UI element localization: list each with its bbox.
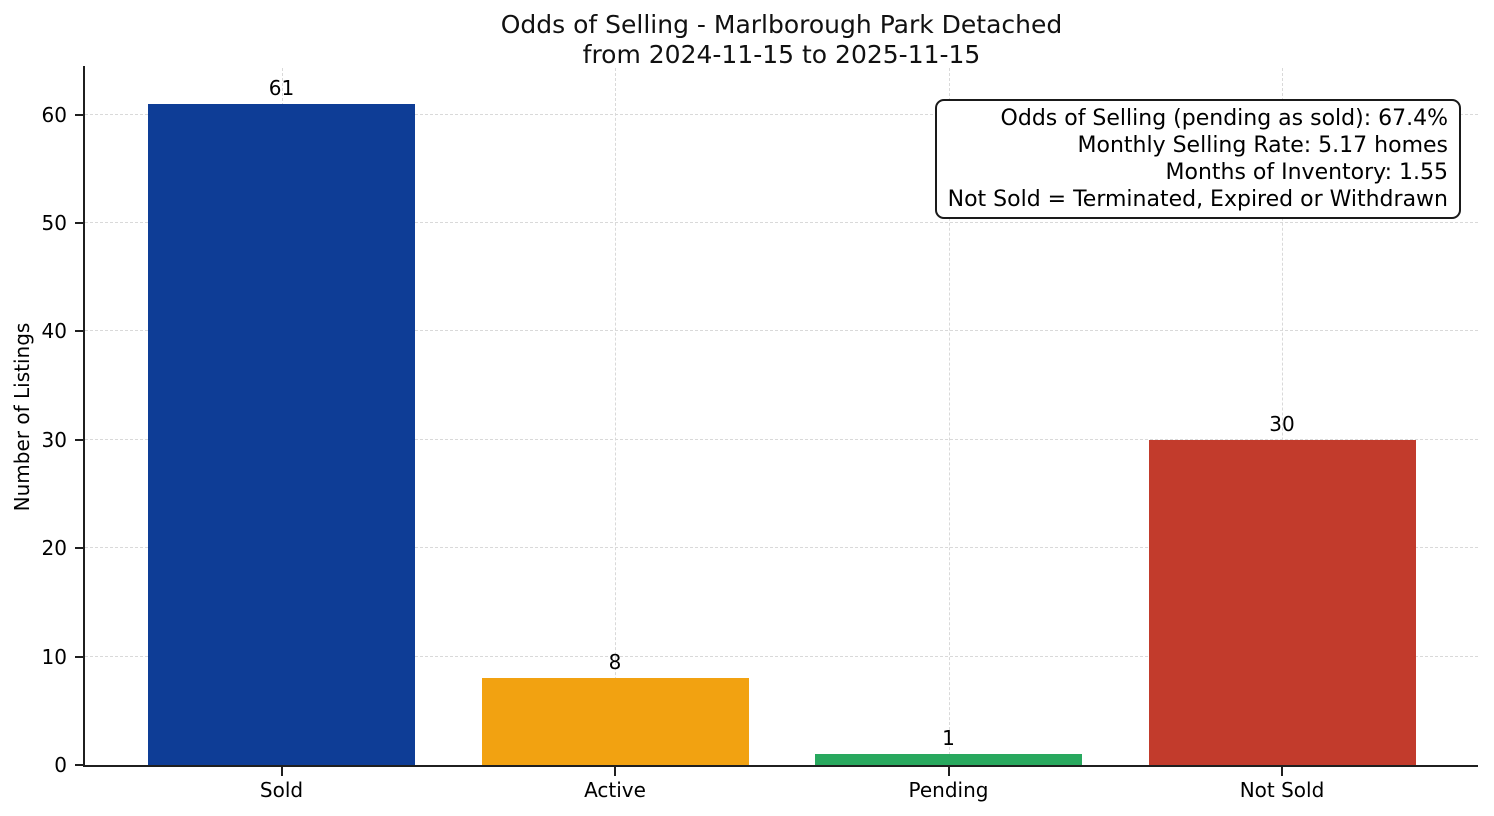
y-tick-label: 10 (41, 644, 67, 669)
gridline-vertical (1282, 68, 1283, 765)
bar-not-sold (1148, 439, 1416, 765)
y-tick-label: 50 (41, 211, 67, 235)
x-axis-line (83, 765, 1478, 767)
y-tick-label: 0 (54, 753, 67, 777)
gridline-horizontal (85, 438, 1478, 440)
bar-value-label-sold: 61 (268, 75, 295, 100)
bar-value-label-not-sold: 30 (1269, 411, 1295, 436)
x-tick-label-sold: Sold (259, 778, 304, 802)
annotation-line: Not Sold = Terminated, Expired or Withdr… (947, 187, 1448, 212)
y-axis-label: Number of Listings (10, 322, 34, 512)
y-tick-mark (75, 547, 84, 550)
x-tick-label-pending: Pending (908, 778, 989, 802)
bar-value-label-pending: 1 (942, 726, 955, 751)
annotation-line: Odds of Selling (pending as sold): 67.4% (1000, 106, 1448, 131)
y-tick-label: 40 (41, 319, 67, 344)
chart-title-line: Odds of Selling - Marlborough Park Detac… (500, 10, 1063, 39)
y-tick-mark (75, 113, 84, 116)
bar-sold (148, 103, 415, 765)
y-tick-label: 60 (41, 102, 67, 127)
x-tick-mark (280, 767, 283, 776)
y-tick-label: 30 (41, 427, 67, 452)
y-tick-mark (75, 330, 84, 333)
y-tick-label: 20 (41, 536, 67, 561)
y-axis-line (83, 66, 85, 767)
gridline-horizontal (85, 222, 1478, 224)
x-tick-mark (1281, 767, 1283, 776)
gridline-vertical (948, 68, 950, 765)
x-tick-mark (947, 767, 950, 776)
gridline-vertical (615, 68, 616, 765)
y-tick-mark (75, 438, 84, 441)
plot-area: 61 8 1 30 (85, 68, 1478, 765)
gridline-horizontal (85, 655, 1478, 657)
chart-title-line: from 2024-11-15 to 2025-11-15 (582, 40, 981, 69)
bar-value-label-active: 8 (608, 650, 622, 675)
bar-pending (815, 754, 1082, 765)
y-tick-mark (75, 222, 84, 224)
gridline-horizontal (85, 330, 1478, 332)
stats-annotation-box: Odds of Selling (pending as sold): 67.4%… (934, 99, 1461, 219)
x-tick-label-active: Active (584, 778, 646, 802)
bar-active (481, 678, 749, 765)
chart-title: Odds of Selling - Marlborough Park Detac… (85, 10, 1478, 70)
y-tick-mark (75, 764, 84, 766)
gridline-horizontal (85, 547, 1478, 549)
x-tick-label-not-sold: Not Sold (1239, 778, 1325, 802)
y-tick-mark (75, 655, 84, 658)
annotation-line: Months of Inventory: 1.55 (1165, 160, 1448, 185)
annotation-line: Monthly Selling Rate: 5.17 homes (1077, 133, 1448, 158)
x-tick-mark (614, 767, 616, 776)
gridline-horizontal (85, 113, 1478, 115)
